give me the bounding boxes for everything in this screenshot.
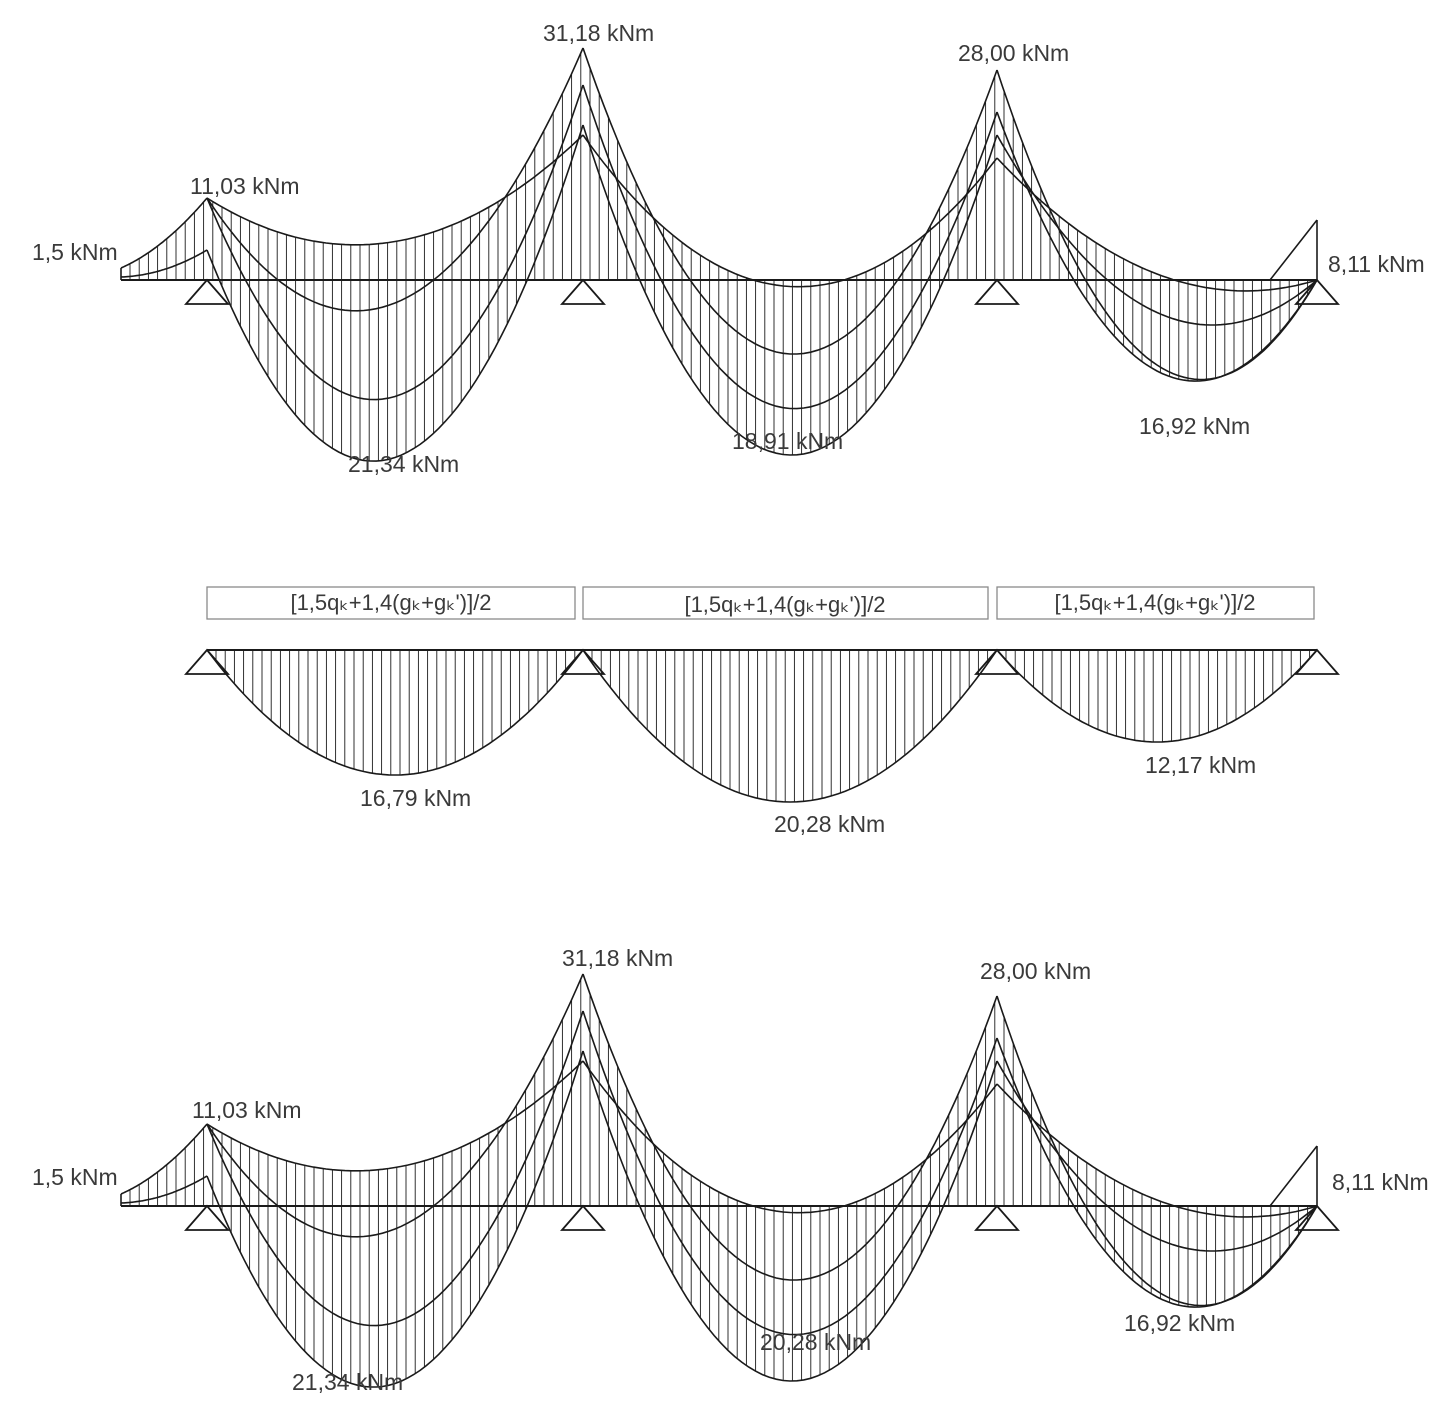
- top-diagram-labels: 1,5 kNm 11,03 kNm 31,18 kNm 28,00 kNm 8,…: [32, 20, 1425, 477]
- support-1: [184, 278, 230, 305]
- load-box-3-text: [1,5qₖ+1,4(gₖ+gₖ')]/2: [1054, 590, 1255, 615]
- moment-curve: [206, 134, 584, 246]
- hatching: [215, 650, 1311, 802]
- moment-curve: [582, 47, 998, 355]
- support-2: [560, 278, 606, 305]
- span-moment-curve: [996, 649, 1318, 743]
- middle-span-2-moment-label: 20,28 kNm: [774, 811, 885, 837]
- moment-curve: [120, 1123, 208, 1195]
- load-boxes: [1,5qₖ+1,4(gₖ+gₖ')]/2 [1,5qₖ+1,4(gₖ+gₖ')…: [206, 586, 1315, 620]
- moment-curve: [120, 1175, 208, 1204]
- moment-curve: [206, 124, 584, 462]
- load-box-1-text: [1,5qₖ+1,4(gₖ+gₖ')]/2: [290, 590, 491, 615]
- moment-curve: [996, 69, 1318, 381]
- hatching: [129, 53, 1309, 461]
- bottom-span-2-moment-label: 20,28 kNm: [760, 1329, 871, 1355]
- bottom-span-1-moment-label: 21,34 kNm: [292, 1369, 403, 1395]
- bottom-span-3-moment-label: 16,92 kNm: [1124, 1310, 1235, 1336]
- bottom-left-cantilever-moment-label: 1,5 kNm: [32, 1164, 118, 1190]
- moment-curve: [996, 157, 1318, 292]
- support-4: [1294, 1204, 1340, 1231]
- support-1: [184, 648, 230, 675]
- bottom-support-1-moment-label: 11,03 kNm: [192, 1097, 302, 1123]
- bottom-envelope-diagram: [120, 973, 1340, 1388]
- span-moment-curve: [206, 649, 584, 776]
- load-box-2: [582, 586, 989, 620]
- moment-segment: [1269, 219, 1318, 281]
- moment-curve: [582, 1060, 998, 1214]
- support-4: [1294, 278, 1340, 305]
- moment-curve: [582, 973, 998, 1281]
- moment-curve: [996, 134, 1318, 326]
- moment-curve: [206, 1010, 584, 1327]
- moment-curve: [996, 1037, 1318, 1308]
- bottom-support-2-moment-label: 31,18 kNm: [562, 945, 673, 971]
- moment-curve: [996, 995, 1318, 1307]
- hatching: [129, 979, 1309, 1387]
- top-support-2-moment-label: 31,18 kNm: [543, 20, 654, 46]
- moment-curve: [120, 249, 208, 278]
- bottom-right-cantilever-moment-label: 8,11 kNm: [1332, 1169, 1429, 1195]
- moment-curve: [996, 111, 1318, 382]
- moment-curve: [206, 973, 584, 1238]
- load-box-1: [206, 586, 576, 620]
- middle-span-3-moment-label: 12,17 kNm: [1145, 752, 1256, 778]
- middle-span-moment-diagram: [184, 648, 1340, 803]
- support-2: [560, 648, 606, 675]
- support-2: [560, 1204, 606, 1231]
- top-support-1-moment-label: 11,03 kNm: [190, 173, 300, 199]
- load-box-2-text: [1,5qₖ+1,4(gₖ+gₖ')]/2: [684, 592, 885, 617]
- top-envelope-diagram: [120, 47, 1340, 462]
- bottom-diagram-labels: 1,5 kNm 11,03 kNm 31,18 kNm 28,00 kNm 8,…: [32, 945, 1429, 1395]
- middle-diagram-labels: 16,79 kNm 20,28 kNm 12,17 kNm: [360, 752, 1256, 837]
- top-left-cantilever-moment-label: 1,5 kNm: [32, 239, 118, 265]
- support-4: [1294, 648, 1340, 675]
- top-right-cantilever-moment-label: 8,11 kNm: [1328, 251, 1425, 277]
- moment-curve: [582, 1010, 998, 1336]
- moment-curve: [206, 47, 584, 312]
- top-span-2-moment-label: 18,91 kNm: [732, 428, 843, 454]
- bottom-support-3-moment-label: 28,00 kNm: [980, 958, 1091, 984]
- span-moment-curve: [582, 649, 998, 803]
- top-span-1-moment-label: 21,34 kNm: [348, 451, 459, 477]
- top-span-3-moment-label: 16,92 kNm: [1139, 413, 1250, 439]
- moment-curve: [120, 197, 208, 269]
- moment-curve: [582, 84, 998, 410]
- support-3: [974, 278, 1020, 305]
- moment-curve: [582, 134, 998, 288]
- moment-curve: [582, 1050, 998, 1382]
- load-box-3: [996, 586, 1315, 620]
- moment-segment: [1269, 1145, 1318, 1207]
- support-3: [974, 648, 1020, 675]
- moment-curve: [206, 1050, 584, 1388]
- support-3: [974, 1204, 1020, 1231]
- moment-curve: [996, 1083, 1318, 1218]
- support-1: [184, 1204, 230, 1231]
- top-support-3-moment-label: 28,00 kNm: [958, 40, 1069, 66]
- moment-curve: [582, 124, 998, 456]
- middle-span-1-moment-label: 16,79 kNm: [360, 785, 471, 811]
- moment-curve: [206, 84, 584, 401]
- moment-curve: [996, 1060, 1318, 1252]
- moment-curve: [206, 1060, 584, 1172]
